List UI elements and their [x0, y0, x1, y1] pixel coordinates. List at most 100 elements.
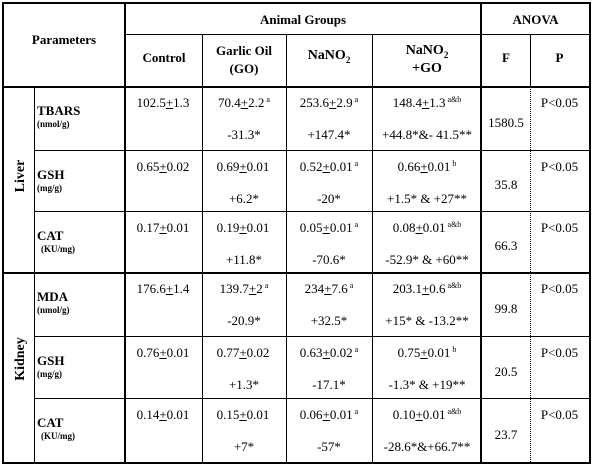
significance-superscript: a	[354, 94, 359, 104]
value-cell-control: 102.5+1.3	[126, 95, 202, 127]
mean-value: 176.6	[136, 281, 166, 296]
header-parameters: Parameters	[31, 32, 97, 47]
significance-superscript: a&b	[447, 406, 462, 416]
significance-superscript: b	[452, 344, 457, 354]
percent-change: +147.4*	[307, 127, 351, 142]
anova-f-value: 20.5	[494, 364, 518, 379]
mean-value: 0.66	[397, 159, 421, 174]
mean-sd: 0.69+0.01	[202, 159, 286, 175]
value-cell-go: 0.15+0.01 +7*	[202, 407, 286, 455]
plus-minus-sign: +	[159, 159, 167, 174]
sd-value: 0.02	[246, 345, 270, 360]
mean-value: 102.5	[136, 95, 166, 110]
value-cell-control: 0.76+0.01	[126, 345, 202, 377]
mean-value: 0.08	[392, 220, 416, 235]
plus-minus-sign: +	[329, 95, 337, 110]
sd-value: 1.3	[173, 95, 190, 110]
value-cell-nano2go: 0.66+0.01 b +1.5* & +27**	[372, 159, 482, 207]
plus-minus-sign: +	[322, 407, 330, 422]
parameter-unit: (nmol/g)	[37, 119, 70, 129]
parameter-cell: TBARS (nmol/g)	[37, 103, 123, 129]
anova-p-value: P<0.05	[540, 407, 579, 422]
sd-value: 0.01	[166, 407, 190, 422]
mean-sd: 70.4+2.2 a	[202, 95, 286, 111]
header-garlic-oil: Garlic Oil (GO)	[202, 42, 286, 78]
header-nano2-go: NaNO2 +GO	[372, 42, 482, 78]
mean-sd: 0.14+0.01	[126, 407, 202, 423]
mean-sd: 0.17+0.01	[126, 220, 202, 236]
anova-p-value: P<0.05	[540, 345, 579, 360]
sd-value: 0.01	[422, 220, 446, 235]
sd-value: 0.01	[246, 220, 270, 235]
header-nano2-sub: 2	[345, 54, 351, 65]
sd-value: 0.01	[166, 220, 190, 235]
plus-minus-sign: +	[240, 95, 249, 110]
anova-p-value: P<0.05	[540, 281, 579, 296]
mean-value: 0.17	[136, 220, 160, 235]
sd-value: 0.01	[246, 407, 270, 422]
sd-value: 0.01	[329, 407, 353, 422]
sd-value: 0.01	[246, 159, 270, 174]
plus-minus-sign: +	[165, 95, 174, 110]
significance-superscript: a	[266, 94, 270, 104]
percent-change: +7*	[233, 439, 255, 454]
sd-value: 1.4	[173, 281, 190, 296]
mean-value: 0.15	[216, 407, 240, 422]
mean-sd: 0.65+0.02	[126, 159, 202, 175]
significance-superscript: a&b	[447, 94, 462, 104]
mean-sd: 0.76+0.01	[126, 345, 202, 361]
mean-sd: 0.08+0.01 a&b	[372, 220, 482, 236]
mean-value: 0.77	[216, 345, 240, 360]
parameter-cell: CAT (KU/mg)	[37, 415, 123, 441]
mean-sd: 0.05+0.01 a	[286, 220, 372, 236]
mean-sd: 203.1+0.6 a&b	[372, 281, 482, 297]
mean-value: 253.6	[299, 95, 330, 110]
percent-change: -31.3*	[227, 127, 261, 142]
percent-change: -52.9* & +60**	[385, 252, 469, 267]
mean-sd: 0.10+0.01 a&b	[372, 407, 482, 423]
mean-sd: 0.75+0.01 b	[372, 345, 482, 361]
header-nano2-base: NaNO	[307, 48, 346, 63]
percent-change: -57*	[317, 439, 341, 454]
mean-value: 0.14	[136, 407, 160, 422]
organ-label-kidney: Kidney	[13, 337, 28, 381]
plus-minus-sign: +	[420, 345, 428, 360]
header-garlic-oil-line1: Garlic Oil	[216, 43, 272, 58]
parameter-name: MDA	[37, 289, 69, 304]
mean-sd: 234+7.6 a	[286, 281, 372, 297]
percent-change: -28.6*&+66.7**	[383, 439, 471, 454]
header-f: F	[502, 50, 510, 65]
mean-value: 0.63	[299, 345, 323, 360]
plus-minus-sign: +	[421, 281, 430, 296]
anova-f-value: 99.8	[494, 301, 518, 316]
mean-sd: 0.15+0.01	[202, 407, 286, 423]
parameter-cell: GSH (mg/g)	[37, 167, 123, 193]
sd-value: 0.02	[329, 345, 353, 360]
value-cell-go: 0.19+0.01 +11.8*	[202, 220, 286, 268]
percent-change: +6.2*	[228, 191, 260, 206]
sd-value: 2	[256, 281, 263, 296]
plus-minus-sign: +	[159, 407, 167, 422]
mean-sd: 0.63+0.02 a	[286, 345, 372, 361]
header-garlic-oil-line2: (GO)	[229, 61, 259, 76]
anova-f-value: 23.7	[494, 427, 518, 442]
mean-value: 70.4	[218, 95, 241, 110]
mean-value: 0.69	[216, 159, 240, 174]
header-anova: ANOVA	[512, 12, 559, 27]
header-p: P	[555, 50, 564, 65]
sd-value: 0.02	[166, 159, 190, 174]
mean-value: 0.75	[397, 345, 421, 360]
value-cell-go: 0.77+0.02 +1.3*	[202, 345, 286, 393]
significance-superscript: a	[354, 344, 359, 354]
significance-superscript: a	[354, 219, 359, 229]
header-animal-groups: Animal Groups	[259, 12, 347, 27]
value-cell-control: 176.6+1.4	[126, 281, 202, 313]
mean-sd: 148.4+1.3 a&b	[372, 95, 482, 111]
value-cell-go: 70.4+2.2 a -31.3*	[202, 95, 286, 143]
significance-superscript: a	[354, 158, 359, 168]
mean-sd: 176.6+1.4	[126, 281, 202, 297]
mean-value: 0.52	[299, 159, 323, 174]
plus-minus-sign: +	[159, 220, 167, 235]
percent-change: -17.1*	[312, 377, 346, 392]
plus-minus-sign: +	[239, 345, 247, 360]
